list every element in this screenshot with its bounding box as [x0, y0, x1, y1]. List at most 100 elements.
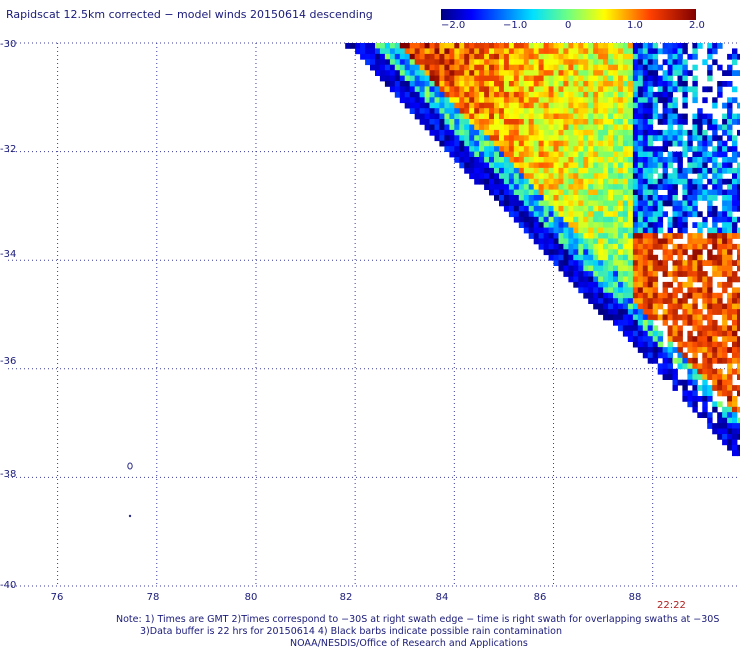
wind-cell — [712, 216, 718, 223]
wind-cell — [434, 97, 440, 104]
wind-cell — [523, 113, 530, 120]
wind-cell — [687, 238, 693, 245]
wind-cell — [637, 233, 644, 239]
wind-cell — [642, 64, 649, 71]
wind-cell — [573, 167, 579, 174]
wind-cell — [662, 195, 668, 201]
wind-cell — [622, 216, 629, 223]
wind-cell — [548, 162, 554, 169]
wind-cell — [652, 211, 659, 218]
wind-cell — [627, 292, 634, 299]
wind-cell — [598, 298, 604, 304]
wind-cell — [632, 325, 639, 332]
wind-cell — [613, 233, 619, 239]
wind-cell — [513, 81, 520, 87]
wind-cell — [608, 140, 614, 147]
wind-cell — [618, 97, 624, 104]
wind-cell — [622, 189, 629, 196]
wind-cell — [538, 48, 544, 55]
wind-cell — [702, 314, 708, 321]
wind-cell — [528, 97, 535, 104]
wind-cell — [717, 249, 723, 256]
wind-cell — [573, 53, 579, 60]
wind-cell — [717, 434, 723, 440]
wind-cell — [618, 222, 624, 228]
wind-cell — [662, 352, 668, 359]
wind-cell — [608, 75, 614, 82]
wind-cell — [513, 178, 520, 185]
wind-cell — [419, 113, 425, 120]
wind-cell — [404, 91, 411, 98]
wind-cell — [588, 238, 594, 245]
wind-cell — [618, 292, 624, 299]
wind-cell — [672, 173, 678, 180]
wind-cell — [672, 189, 678, 196]
wind-cell — [563, 265, 569, 272]
wind-cell — [464, 43, 470, 49]
wind-cell — [568, 86, 574, 93]
wind-cell — [513, 64, 520, 71]
wind-cell — [588, 162, 594, 169]
wind-cell — [647, 195, 654, 201]
wind-cell — [394, 59, 401, 66]
wind-cell — [389, 64, 396, 71]
wind-cell — [702, 162, 708, 169]
wind-cell — [727, 439, 733, 446]
wind-cell — [459, 113, 465, 120]
wind-cell — [464, 97, 470, 104]
wind-cell — [598, 70, 604, 76]
wind-cell — [499, 64, 505, 71]
wind-cell — [727, 336, 733, 342]
wind-cell — [593, 140, 599, 147]
wind-cell — [613, 195, 619, 201]
wind-cell — [687, 292, 693, 299]
wind-cell — [523, 178, 530, 185]
wind-cell — [702, 243, 708, 250]
wind-cell — [672, 102, 678, 109]
wind-cell — [618, 189, 624, 196]
wind-cell — [553, 205, 559, 212]
wind-cell — [677, 162, 683, 169]
wind-cell — [503, 189, 510, 196]
wind-cell — [672, 184, 678, 190]
wind-cell — [518, 102, 525, 109]
wind-cell — [613, 129, 619, 136]
wind-cell — [593, 108, 599, 114]
wind-cell — [558, 124, 564, 131]
wind-cell — [722, 113, 728, 120]
wind-cell — [613, 254, 619, 261]
wind-cell — [513, 43, 520, 49]
wind-cell — [608, 233, 614, 239]
wind-cell — [469, 124, 475, 131]
wind-cell — [528, 43, 535, 49]
wind-cell — [558, 70, 564, 76]
wind-cell — [508, 200, 515, 207]
wind-cell — [444, 97, 450, 104]
wind-cell — [608, 119, 614, 125]
wind-cell — [722, 102, 728, 109]
wind-cell — [598, 162, 604, 169]
wind-cell — [563, 238, 569, 245]
wind-cell — [692, 314, 698, 321]
wind-cell — [637, 81, 644, 87]
wind-cell — [682, 86, 688, 93]
wind-cell — [692, 265, 698, 272]
wind-cell — [553, 108, 559, 114]
wind-cell — [523, 48, 530, 55]
wind-cell — [404, 59, 411, 66]
wind-cell — [692, 276, 698, 283]
wind-cell — [727, 146, 733, 152]
wind-cell — [603, 59, 609, 66]
colorbar-tick-label: 1.0 — [627, 20, 643, 31]
wind-cell — [558, 184, 564, 190]
wind-cell — [672, 59, 678, 66]
wind-cell — [722, 265, 728, 272]
wind-cell — [523, 86, 530, 93]
wind-cell — [499, 135, 505, 142]
wind-cell — [603, 113, 609, 120]
wind-cell — [642, 341, 649, 348]
wind-cell — [692, 249, 698, 256]
wind-cell — [518, 216, 525, 223]
wind-cell — [637, 162, 644, 169]
wind-cell — [548, 184, 554, 190]
